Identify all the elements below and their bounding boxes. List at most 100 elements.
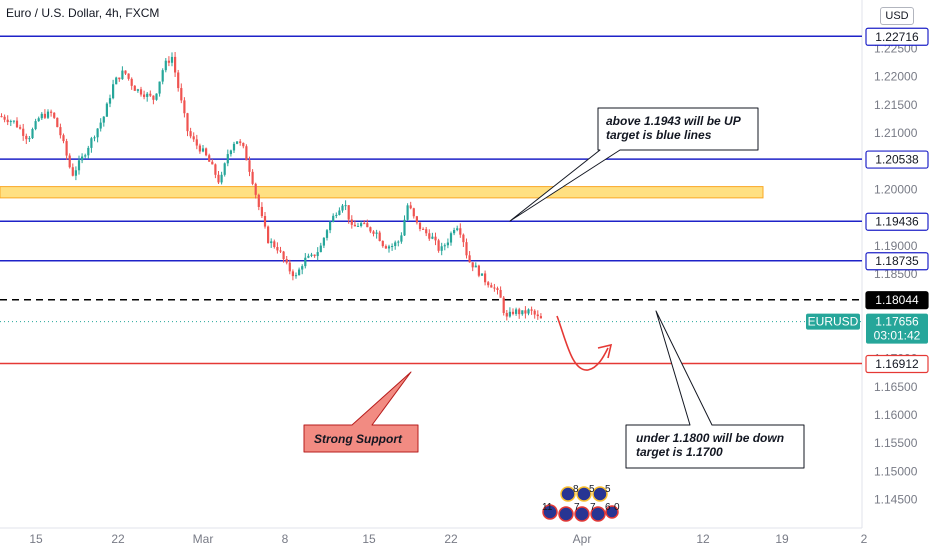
candle-body (226, 154, 229, 164)
candle-body (251, 171, 254, 184)
candle-body (511, 311, 515, 314)
candle-body (6, 119, 9, 123)
price-axis: 1.225001.220001.215001.210001.205001.200… (874, 41, 918, 506)
candle-body (449, 233, 453, 243)
candle-body (3, 116, 6, 120)
candle-body (50, 111, 53, 113)
resistance-zone[interactable] (0, 186, 764, 199)
candle-body (53, 112, 56, 118)
candle-body (366, 223, 369, 228)
candle-body (499, 289, 502, 298)
candle-body (291, 271, 294, 277)
currency-button[interactable]: USD (880, 7, 914, 25)
candle-body (397, 241, 400, 243)
level-price-label: 1.18735 (875, 254, 919, 268)
candle-body (387, 246, 391, 249)
candle-body (301, 266, 304, 270)
candle-body (307, 255, 310, 258)
price-labels: 1.22716 1.20538 1.19436 1.18735 1.18044 1.169… (806, 27, 929, 374)
level-price-label: 1.20538 (875, 153, 919, 167)
upper-callout[interactable]: above 1.1943 will be UP target is blue l… (509, 107, 759, 222)
candle-body (332, 215, 335, 222)
candle-body (232, 143, 236, 151)
event-count: 6 (605, 502, 611, 513)
candles (0, 52, 542, 321)
candle-body (505, 312, 508, 317)
candle-body (161, 70, 164, 82)
candle-body (65, 141, 68, 156)
candle-body (443, 245, 446, 247)
candle-body (350, 219, 353, 225)
candle-body (71, 167, 74, 176)
candle-body (198, 145, 201, 152)
candle-body (338, 210, 341, 215)
candle-body (493, 287, 496, 289)
level-price-label: 1.22716 (875, 30, 919, 44)
x-tick-label: 12 (696, 532, 710, 546)
candle-body (158, 81, 161, 94)
level-price-label: 1.16912 (875, 357, 919, 371)
event-markers-bottom: 11 7 7 6 0 (542, 502, 620, 522)
candle-body (474, 265, 477, 268)
candle-body (530, 309, 533, 311)
support-callout[interactable]: Strong Support (303, 371, 419, 453)
candle-body (164, 60, 167, 71)
y-tick-label: 1.20000 (874, 182, 918, 196)
candle-body (276, 247, 279, 251)
current-price-badge (866, 313, 928, 344)
candle-body (46, 111, 50, 118)
candle-body (115, 77, 118, 85)
event-count: 11 (542, 502, 553, 513)
candle-body (189, 131, 192, 137)
level-price-badge (865, 27, 929, 46)
x-tick-label: 15 (362, 532, 376, 546)
candle-body (236, 141, 239, 144)
candle-body (260, 206, 263, 217)
x-tick-label: Mar (193, 532, 214, 546)
x-tick-label: Apr (573, 532, 592, 546)
lower-callout[interactable]: under 1.1800 will be down target is 1.17… (625, 310, 805, 469)
candle-body (468, 255, 471, 263)
projection-arrow[interactable] (556, 315, 613, 371)
candle-body (418, 222, 422, 229)
candle-body (508, 311, 511, 317)
candle-body (391, 246, 394, 248)
candle-body (415, 216, 418, 223)
candle-body (369, 227, 372, 232)
symbol-label: EURUSD (808, 315, 859, 329)
candle-body (437, 240, 440, 251)
y-tick-label: 1.16500 (874, 380, 918, 394)
candle-body (180, 88, 183, 101)
candle-body (84, 155, 87, 157)
candle-body (409, 205, 412, 209)
candle-body (459, 228, 462, 235)
candle-body (25, 135, 28, 140)
candle-body (0, 116, 3, 118)
y-tick-label: 1.21000 (874, 126, 918, 140)
candle-body (356, 225, 360, 227)
time-axis: 15 22 Mar 8 15 22 Apr 12 19 2 (29, 532, 867, 546)
level-price-label: 1.19436 (875, 215, 919, 229)
horizontal-levels (0, 35, 862, 365)
candle-body (524, 310, 527, 314)
level-price-badge (865, 212, 929, 231)
event-markers[interactable]: 8 5 5 11 7 7 6 0 (542, 484, 620, 522)
candle-body (201, 148, 205, 152)
y-tick-label: 1.22000 (874, 70, 918, 84)
level-price-badge (865, 252, 929, 271)
candle-body (363, 223, 366, 225)
candle-body (136, 89, 139, 91)
candle-body (152, 95, 155, 100)
candle-body (257, 194, 260, 207)
candle-body (425, 229, 428, 234)
candle-body (248, 160, 251, 172)
candle-body (133, 85, 136, 91)
candle-body (412, 208, 415, 217)
candle-body (28, 138, 31, 140)
candle-body (521, 310, 524, 315)
candle-body (456, 228, 459, 231)
candle-body (533, 310, 536, 315)
x-tick-label: 19 (775, 532, 789, 546)
candle-body (322, 237, 325, 246)
